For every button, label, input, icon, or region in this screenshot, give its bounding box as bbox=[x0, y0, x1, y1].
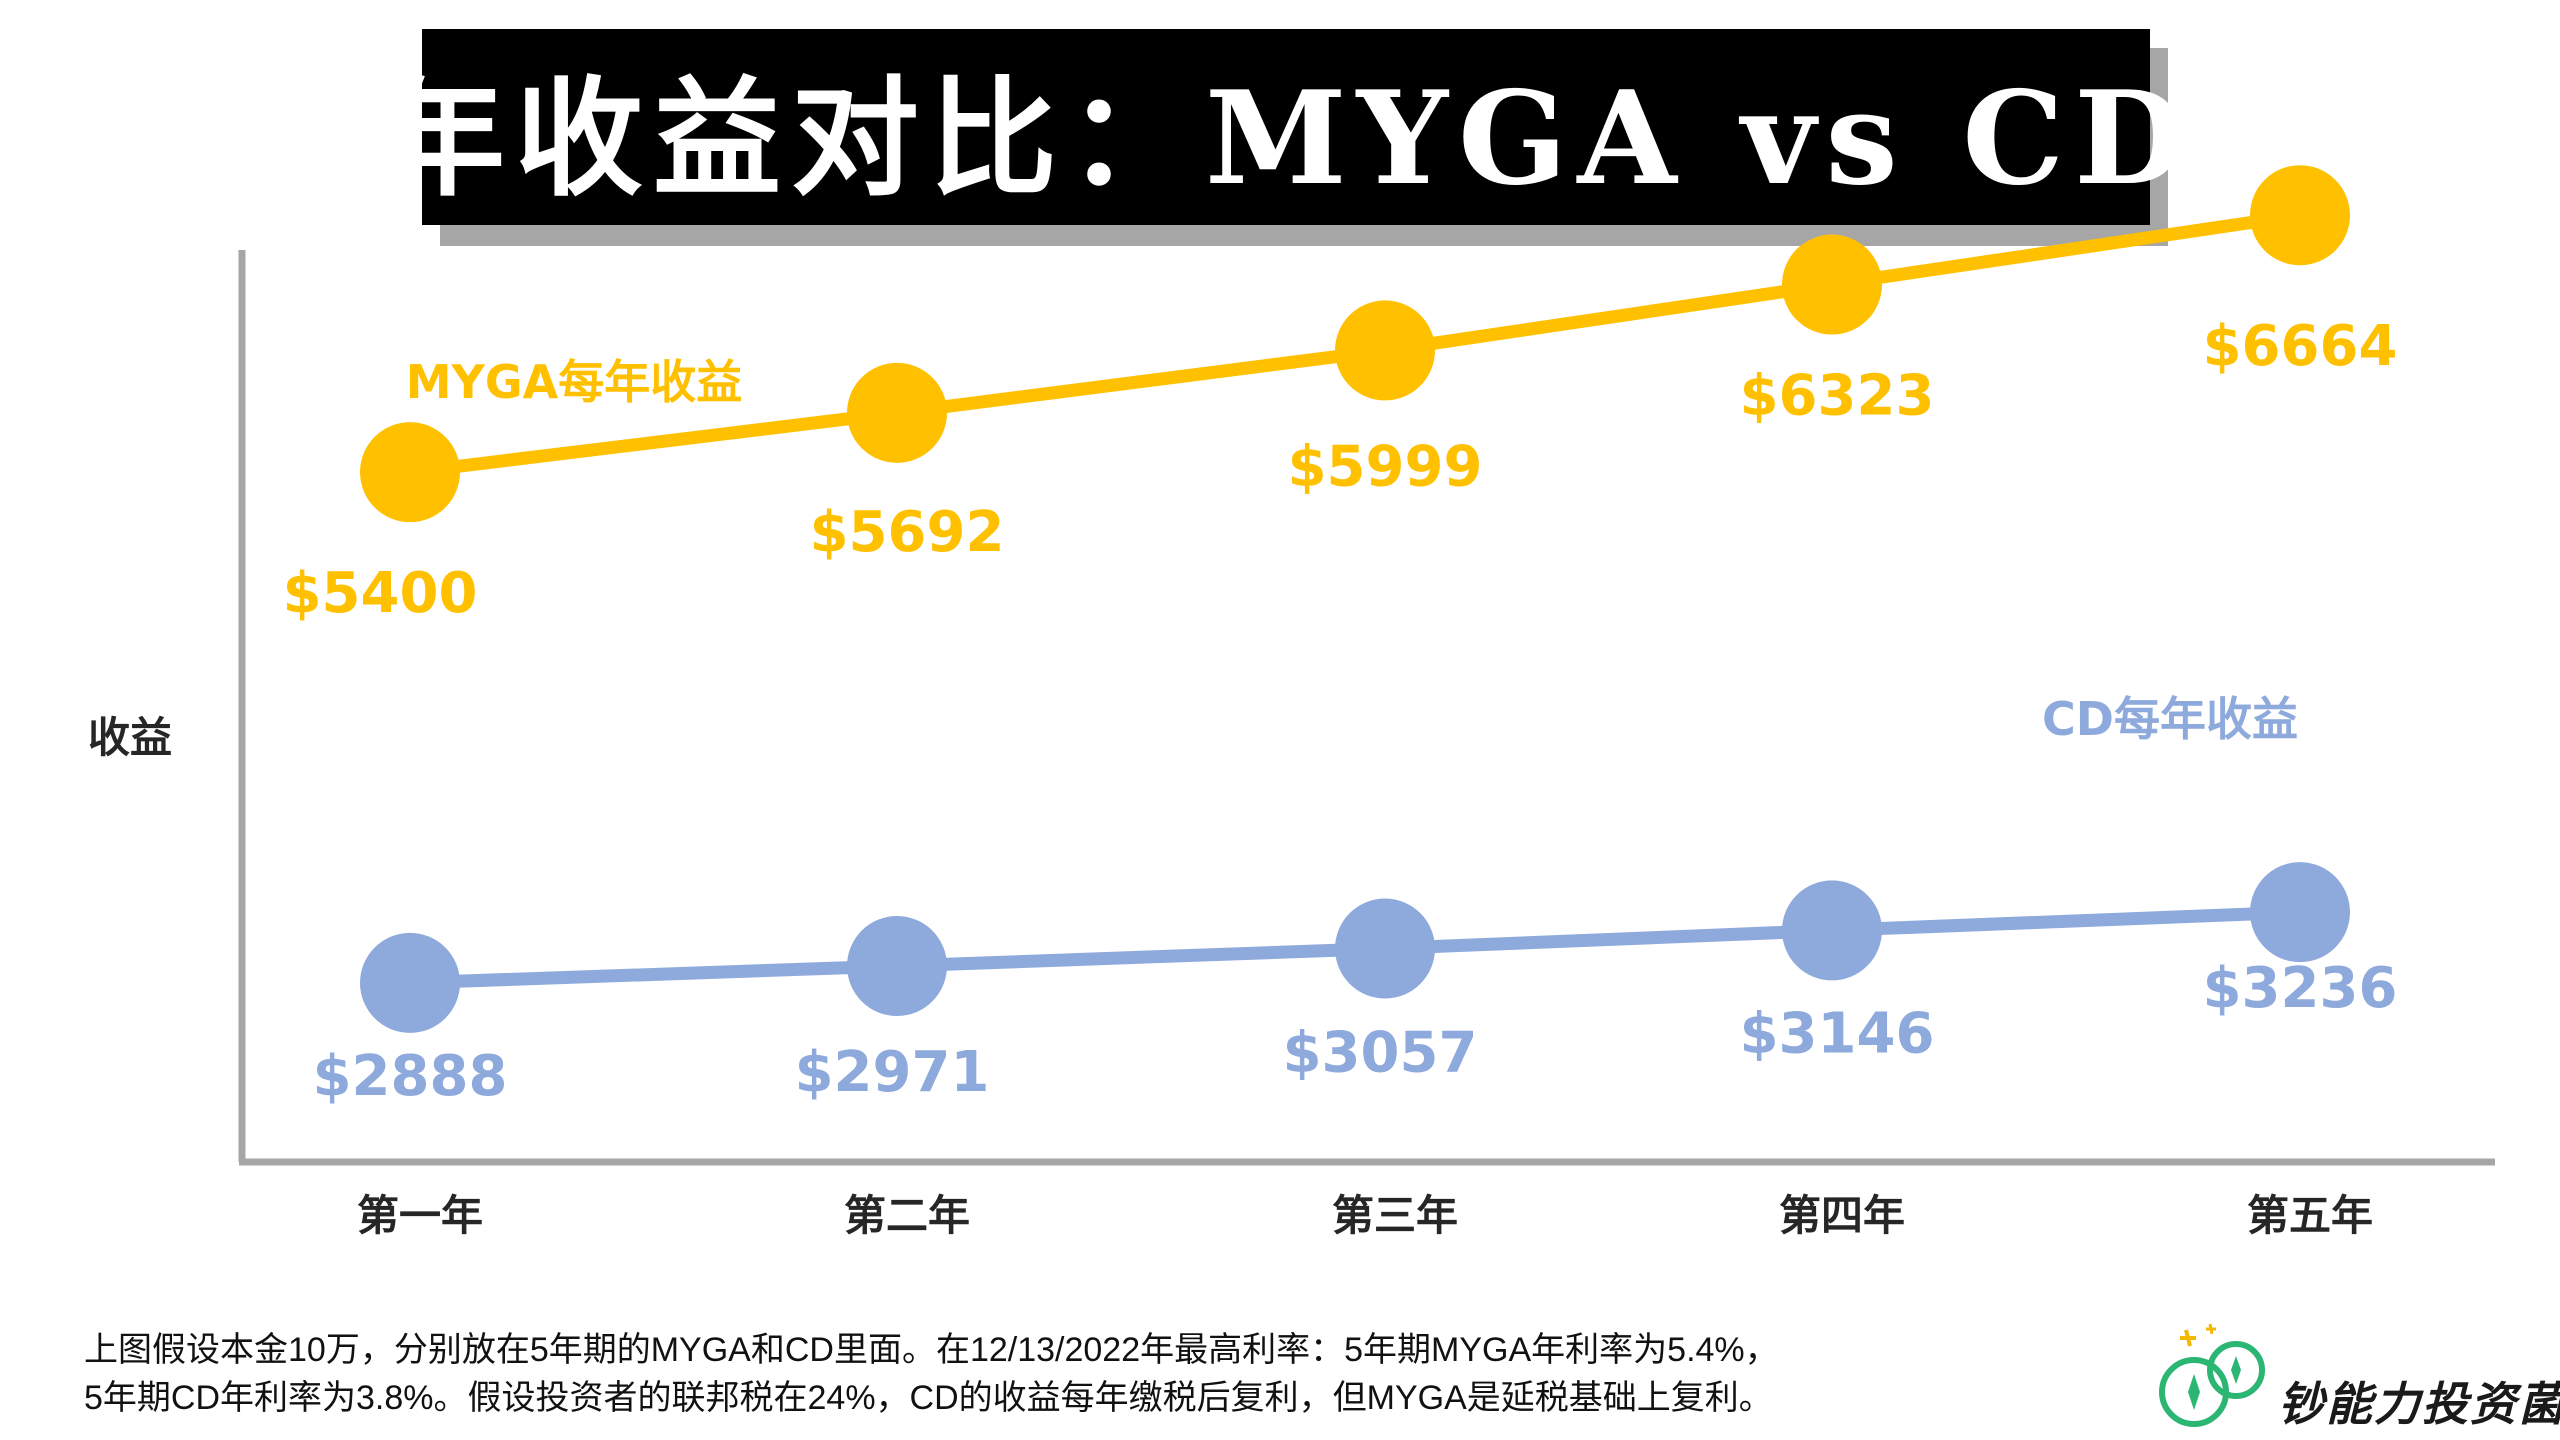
data-label: $6323 bbox=[1740, 364, 1935, 429]
data-label: $5400 bbox=[283, 561, 478, 626]
series-name-label: MYGA每年收益 bbox=[406, 355, 742, 409]
data-label: $3057 bbox=[1283, 1021, 1478, 1086]
series-name-label: CD每年收益 bbox=[2042, 692, 2298, 746]
y-axis-label: 收益 bbox=[88, 713, 172, 762]
series-cd: $2888 $2971 $3057 $3146 $3236 CD每年收益 bbox=[313, 692, 2398, 1109]
data-label: $6664 bbox=[2203, 314, 2398, 379]
data-label: $5692 bbox=[810, 500, 1005, 565]
series-myga: $5400 $5692 $5999 $6323 $6664 MYGA每年收益 bbox=[283, 165, 2398, 626]
data-point bbox=[847, 915, 947, 1016]
x-tick-label: 第五年 bbox=[2247, 1191, 2373, 1240]
data-label: $2888 bbox=[313, 1044, 508, 1109]
data-label: $3236 bbox=[2203, 956, 2398, 1021]
data-point bbox=[847, 362, 947, 463]
data-point bbox=[1782, 234, 1882, 335]
chart-axes bbox=[238, 250, 2495, 1166]
data-point bbox=[2250, 862, 2350, 963]
data-point bbox=[360, 932, 460, 1033]
x-tick-label: 第四年 bbox=[1779, 1191, 1905, 1240]
footnote-line-1: 上图假设本金10万，分别放在5年期的MYGA和CD里面。在12/13/2022年… bbox=[84, 1331, 1779, 1369]
data-point bbox=[360, 422, 460, 523]
brand: 钞能力投资菌 bbox=[2150, 1310, 2560, 1431]
coin-bag-icon bbox=[2159, 1323, 2265, 1427]
data-label: $3146 bbox=[1740, 1001, 1935, 1066]
data-point bbox=[2250, 165, 2350, 266]
data-point bbox=[1782, 880, 1882, 981]
footnote-line-2: 5年期CD年利率为3.8%。假设投资者的联邦税在24%，CD的收益每年缴税后复利… bbox=[84, 1379, 1773, 1417]
x-tick-labels: 第一年 第二年 第三年 第四年 第五年 bbox=[357, 1191, 2373, 1240]
data-point bbox=[1335, 898, 1435, 999]
footnote: 上图假设本金10万，分别放在5年期的MYGA和CD里面。在12/13/2022年… bbox=[84, 1326, 2084, 1422]
chart-title: 年收益对比：MYGA vs CD bbox=[377, 29, 2185, 225]
x-tick-label: 第二年 bbox=[844, 1191, 970, 1240]
brand-name: 钞能力投资菌 bbox=[2278, 1377, 2560, 1431]
x-tick-label: 第三年 bbox=[1332, 1191, 1458, 1240]
data-label: $2971 bbox=[795, 1040, 990, 1105]
data-label: $5999 bbox=[1288, 434, 1483, 499]
data-point bbox=[1335, 300, 1435, 401]
x-tick-label: 第一年 bbox=[357, 1191, 483, 1240]
